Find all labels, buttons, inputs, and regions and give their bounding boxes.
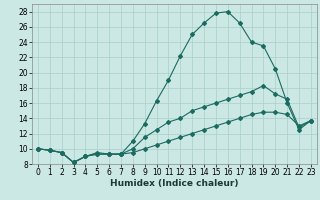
X-axis label: Humidex (Indice chaleur): Humidex (Indice chaleur): [110, 179, 239, 188]
